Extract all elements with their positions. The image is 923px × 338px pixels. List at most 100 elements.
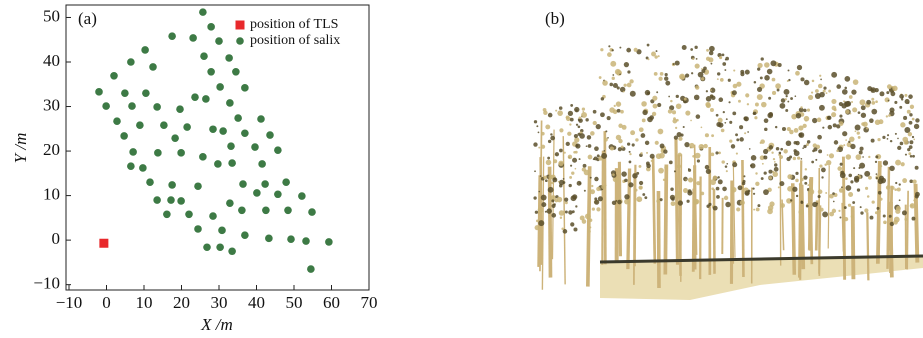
foliage	[732, 162, 737, 167]
foliage	[879, 119, 884, 124]
foliage	[706, 96, 712, 102]
foliage	[626, 48, 631, 53]
marker-circle	[241, 84, 249, 92]
marker-circle	[234, 114, 242, 122]
foliage	[850, 180, 853, 183]
foliage	[883, 220, 887, 224]
foliage	[794, 128, 799, 133]
foliage	[555, 110, 557, 112]
foliage	[732, 90, 737, 95]
foliage	[683, 177, 688, 182]
foliage	[733, 69, 735, 71]
foliage	[915, 206, 917, 208]
foliage	[761, 102, 767, 108]
foliage	[708, 57, 713, 62]
foliage	[665, 73, 668, 76]
foliage	[900, 122, 905, 127]
foliage	[793, 157, 796, 160]
foliage	[585, 118, 588, 121]
foliage	[855, 125, 861, 131]
foliage	[764, 75, 770, 81]
foliage	[795, 71, 800, 76]
foliage	[736, 138, 739, 141]
foliage	[769, 145, 774, 150]
foliage	[671, 201, 676, 206]
marker-circle	[199, 153, 207, 161]
foliage	[780, 148, 783, 151]
foliage	[815, 89, 819, 93]
foliage	[769, 176, 773, 180]
foliage	[875, 100, 878, 103]
foliage	[569, 184, 572, 187]
foliage	[851, 89, 856, 94]
foliage	[899, 94, 904, 99]
foliage	[803, 145, 806, 148]
foliage	[907, 148, 910, 151]
marker-circle	[168, 181, 176, 189]
foliage	[840, 163, 843, 166]
foliage	[756, 208, 760, 212]
foliage	[684, 142, 689, 147]
foliage	[663, 149, 667, 153]
marker-circle	[128, 102, 136, 110]
foliage	[713, 175, 717, 179]
marker-circle	[282, 178, 290, 186]
foliage	[904, 140, 909, 145]
foliage	[860, 211, 863, 214]
foliage	[646, 164, 651, 169]
foliage	[813, 147, 817, 151]
foliage	[857, 188, 860, 191]
foliage	[571, 195, 577, 201]
marker-circle	[307, 265, 315, 273]
foliage	[851, 215, 854, 218]
foliage	[757, 67, 760, 70]
foliage	[827, 116, 831, 120]
foliage	[671, 197, 675, 201]
foliage	[583, 164, 587, 168]
foliage	[587, 135, 591, 139]
foliage	[534, 170, 536, 172]
marker-circle	[203, 243, 211, 251]
foliage	[568, 155, 572, 159]
foliage	[663, 179, 665, 181]
foliage	[579, 116, 582, 119]
foliage	[909, 140, 913, 144]
foliage	[790, 199, 792, 201]
foliage	[706, 205, 709, 208]
foliage	[701, 192, 705, 196]
marker-circle	[129, 148, 137, 156]
foliage	[591, 185, 593, 187]
foliage	[644, 196, 647, 199]
foliage	[718, 152, 721, 155]
foliage	[543, 111, 547, 115]
foliage	[899, 199, 901, 201]
foliage	[689, 143, 695, 149]
foliage	[886, 115, 888, 117]
foliage	[629, 151, 631, 153]
foliage	[872, 200, 875, 203]
foliage	[877, 138, 880, 141]
foliage	[675, 127, 677, 129]
foliage	[912, 136, 914, 138]
foliage	[559, 210, 565, 216]
foliage	[800, 201, 803, 204]
foliage	[893, 220, 898, 225]
foliage	[635, 189, 638, 192]
foliage	[841, 103, 846, 108]
foliage	[668, 109, 672, 113]
y-tick-label: 0	[52, 229, 61, 248]
foliage	[864, 171, 870, 177]
marker-circle	[226, 199, 234, 207]
foliage	[618, 124, 622, 128]
foliage	[834, 108, 837, 111]
foliage	[812, 80, 815, 83]
foliage	[778, 154, 780, 156]
foliage	[849, 95, 853, 99]
foliage	[844, 101, 846, 103]
foliage	[534, 120, 537, 123]
foliage	[570, 104, 573, 107]
foliage	[660, 72, 664, 76]
foliage	[596, 187, 600, 191]
foliage	[815, 159, 817, 161]
trunk	[828, 165, 829, 248]
